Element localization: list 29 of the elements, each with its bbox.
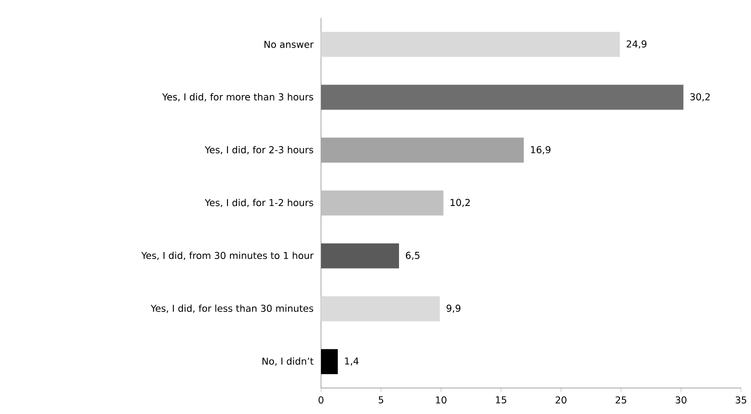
x-tick-label: 20: [556, 396, 566, 404]
bar: [321, 349, 338, 374]
y-tick-label: Yes, I did, for more than 3 hours: [162, 93, 314, 102]
bar: [321, 296, 440, 322]
x-tick-label: 35: [736, 396, 746, 404]
data-label: 30,2: [690, 93, 710, 102]
data-label: 10,2: [450, 198, 470, 208]
bar: [321, 138, 524, 163]
x-tick-label: 10: [436, 396, 446, 404]
x-tick-label: 15: [496, 396, 506, 404]
data-label: 24,9: [626, 40, 646, 48]
data-label: 6,5: [406, 252, 420, 260]
bar: [321, 190, 444, 216]
bar: [321, 84, 684, 110]
x-tick-label: 30: [676, 396, 686, 404]
y-tick-label: No answer: [264, 40, 314, 48]
bar: [321, 243, 400, 268]
y-tick-label: Yes, I did, for 1-2 hours: [204, 198, 314, 208]
y-tick-label: Yes, I did, from 30 minutes to 1 hour: [141, 252, 314, 260]
data-label: 1,4: [345, 358, 359, 366]
y-tick-label: Yes, I did, for 2-3 hours: [204, 146, 314, 154]
x-tick-label: 5: [378, 396, 384, 404]
x-tick-label: 0: [318, 396, 324, 404]
x-tick-label: 25: [616, 396, 626, 404]
data-label: 16,9: [531, 146, 550, 154]
y-tick-label: No, I didn’t: [262, 357, 314, 366]
y-tick-label: Yes, I did, for less than 30 minutes: [150, 304, 314, 313]
data-label: 9,9: [446, 304, 460, 313]
bar: [321, 32, 620, 57]
